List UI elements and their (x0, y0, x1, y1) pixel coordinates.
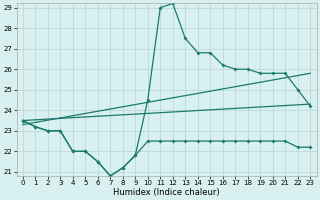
X-axis label: Humidex (Indice chaleur): Humidex (Indice chaleur) (113, 188, 220, 197)
